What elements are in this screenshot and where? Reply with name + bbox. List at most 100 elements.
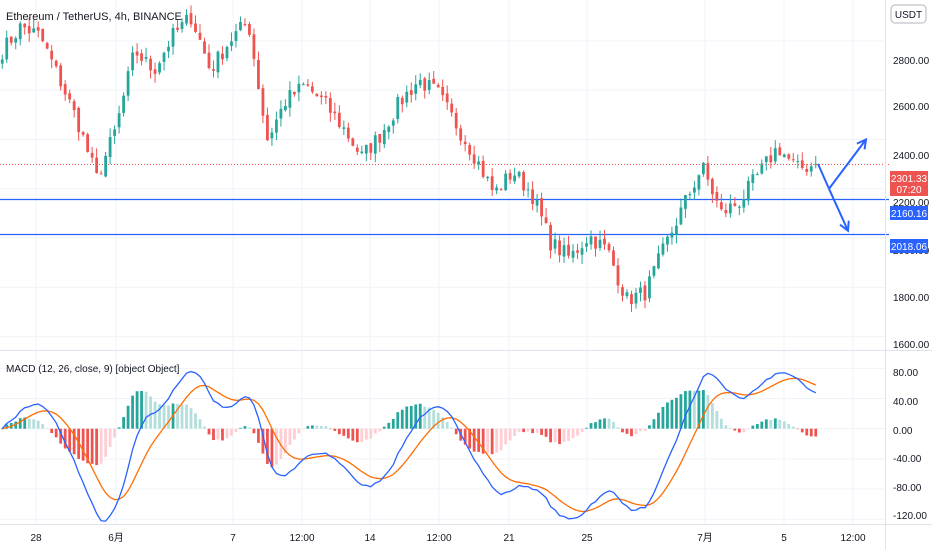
candle-body[interactable] <box>315 93 319 97</box>
candle-body[interactable] <box>297 83 301 93</box>
candle-body[interactable] <box>270 132 274 139</box>
candle-body[interactable] <box>589 236 593 245</box>
candle-body[interactable] <box>710 178 714 195</box>
candle-body[interactable] <box>288 90 292 108</box>
bullish-arrow-head[interactable] <box>856 137 868 150</box>
candle-body[interactable] <box>522 172 526 191</box>
candle-body[interactable] <box>176 27 179 30</box>
candle-body[interactable] <box>778 147 782 156</box>
candle-body[interactable] <box>773 148 777 162</box>
candlestick-series[interactable] <box>0 5 818 312</box>
candle-body[interactable] <box>319 95 323 98</box>
candle-body[interactable] <box>90 152 94 158</box>
candle-body[interactable] <box>328 98 332 113</box>
candle-body[interactable] <box>612 250 615 266</box>
candle-body[interactable] <box>540 198 543 217</box>
candle-body[interactable] <box>652 266 656 276</box>
candle-body[interactable] <box>373 135 377 154</box>
candle-body[interactable] <box>41 28 45 42</box>
candle-body[interactable] <box>108 137 112 158</box>
candle-body[interactable] <box>643 285 647 301</box>
candle-body[interactable] <box>796 161 800 163</box>
candle-body[interactable] <box>657 253 660 269</box>
candle-body[interactable] <box>544 217 548 224</box>
candle-body[interactable] <box>571 250 575 258</box>
candle-body[interactable] <box>477 161 481 165</box>
candle-body[interactable] <box>216 51 220 73</box>
symbol-legend[interactable]: Ethereum / TetherUS, 4h, BINANCE <box>6 11 182 23</box>
macd-axis[interactable]: 80.00 40.00 0.00 -40.00 -80.00 -120.00 <box>893 368 927 522</box>
candle-body[interactable] <box>791 159 795 161</box>
candle-body[interactable] <box>409 90 413 95</box>
candle-body[interactable] <box>369 143 373 153</box>
candle-body[interactable] <box>261 88 265 116</box>
candle-body[interactable] <box>360 151 364 154</box>
candle-body[interactable] <box>306 84 310 86</box>
currency-badge[interactable] <box>890 4 927 24</box>
candle-body[interactable] <box>355 147 359 152</box>
candle-body[interactable] <box>531 189 534 204</box>
candle-body[interactable] <box>594 236 597 249</box>
candle-body[interactable] <box>468 145 472 155</box>
candle-body[interactable] <box>378 134 382 143</box>
candle-body[interactable] <box>607 243 611 251</box>
candle-body[interactable] <box>508 173 512 180</box>
candle-body[interactable] <box>459 128 463 141</box>
candle-body[interactable] <box>248 24 251 35</box>
candle-body[interactable] <box>549 224 552 251</box>
candle-body[interactable] <box>252 34 256 59</box>
candle-body[interactable] <box>122 95 125 113</box>
candle-body[interactable] <box>77 107 81 133</box>
bearish-arrow-shaft[interactable] <box>828 188 849 232</box>
candle-body[interactable] <box>670 232 674 238</box>
candle-body[interactable] <box>782 154 786 158</box>
candle-body[interactable] <box>666 236 669 245</box>
candle-body[interactable] <box>800 160 804 168</box>
candle-body[interactable] <box>661 243 665 255</box>
candle-body[interactable] <box>405 91 409 103</box>
bullish-arrow-shaft[interactable] <box>828 138 867 190</box>
candle-body[interactable] <box>445 93 449 103</box>
candle-body[interactable] <box>625 292 629 297</box>
projection-arrows[interactable] <box>817 137 868 233</box>
candle-body[interactable] <box>162 52 166 62</box>
candle-body[interactable] <box>728 203 732 214</box>
candle-body[interactable] <box>580 248 584 255</box>
candle-body[interactable] <box>153 69 157 74</box>
candle-body[interactable] <box>567 244 570 256</box>
candle-body[interactable] <box>0 59 4 64</box>
candle-body[interactable] <box>149 58 152 71</box>
candle-body[interactable] <box>751 174 755 184</box>
candle-body[interactable] <box>639 287 642 294</box>
currency-badge-text[interactable]: USDT <box>895 10 922 21</box>
candle-body[interactable] <box>675 225 678 235</box>
candle-body[interactable] <box>715 192 719 201</box>
candle-body[interactable] <box>239 21 242 31</box>
candle-body[interactable] <box>697 175 701 190</box>
candle-body[interactable] <box>454 112 458 129</box>
candle-body[interactable] <box>50 50 54 60</box>
candle-body[interactable] <box>760 163 764 174</box>
candle-body[interactable] <box>342 127 346 129</box>
signal-line[interactable] <box>2 377 817 513</box>
candle-body[interactable] <box>764 156 768 163</box>
candle-body[interactable] <box>266 115 269 141</box>
candle-body[interactable] <box>630 294 633 305</box>
candle-body[interactable] <box>387 126 391 133</box>
candle-body[interactable] <box>737 206 741 208</box>
candle-body[interactable] <box>126 71 130 96</box>
candle-body[interactable] <box>45 42 49 49</box>
candle-body[interactable] <box>504 173 508 191</box>
candle-body[interactable] <box>396 97 400 120</box>
candle-body[interactable] <box>400 97 404 105</box>
candle-body[interactable] <box>621 287 624 296</box>
candle-body[interactable] <box>9 36 13 43</box>
candle-body[interactable] <box>63 84 67 95</box>
candle-body[interactable] <box>769 155 773 163</box>
candle-body[interactable] <box>292 92 296 95</box>
candle-body[interactable] <box>301 84 305 86</box>
candle-body[interactable] <box>257 59 260 90</box>
candle-body[interactable] <box>418 79 422 86</box>
candle-body[interactable] <box>585 243 588 247</box>
